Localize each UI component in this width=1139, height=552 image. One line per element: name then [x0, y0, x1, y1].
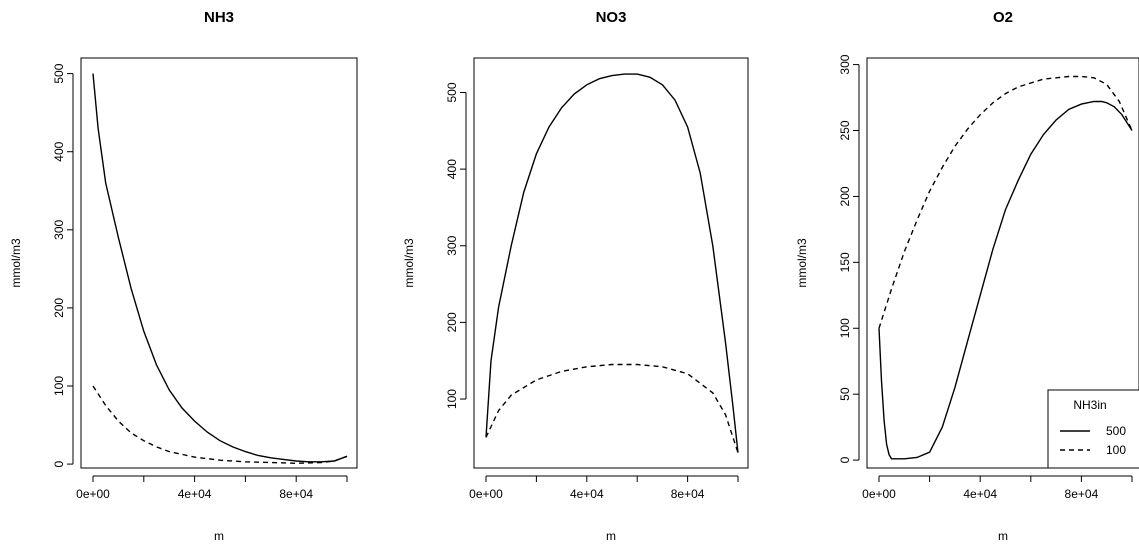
series-line-500 — [485, 73, 739, 453]
plot-frame — [473, 57, 749, 469]
x-axis-label: m — [606, 529, 616, 543]
x-tick-label: 0e+00 — [862, 487, 896, 501]
legend-box — [1047, 389, 1139, 469]
y-axis-label: mmol/m3 — [795, 238, 809, 288]
y-tick-label: 200 — [445, 312, 459, 332]
x-tick-label: 8e+04 — [1065, 487, 1099, 501]
legend-label: 500 — [1106, 424, 1126, 438]
plot-frame — [80, 57, 358, 469]
series-line-500 — [92, 73, 348, 463]
y-tick-label: 400 — [52, 141, 66, 161]
y-axis-label: mmol/m3 — [402, 238, 416, 288]
series-line-100 — [485, 363, 739, 453]
series-line-100 — [92, 385, 348, 465]
plot-frame — [866, 57, 1139, 469]
y-tick-label: 200 — [838, 186, 852, 206]
panel-nh3: NH3 0e+00 4e+04 8e+04 0 100 200 300 400 500 m mmol/… — [9, 9, 358, 543]
chart-title: NO3 — [596, 9, 627, 26]
y-tick-label: 0 — [838, 456, 852, 463]
chart-title: NH3 — [204, 9, 234, 26]
y-tick-label: 500 — [445, 82, 459, 102]
x-tick-label: 0e+00 — [469, 487, 503, 501]
x-axis-label: m — [214, 529, 224, 543]
y-tick-label: 100 — [838, 318, 852, 338]
x-tick-label: 0e+00 — [76, 487, 110, 501]
y-tick-label: 50 — [838, 387, 852, 401]
x-tick-label: 8e+04 — [279, 487, 313, 501]
x-tick-label: 4e+04 — [570, 487, 604, 501]
panel-o2: O2 0e+00 4e+04 8e+04 0 50 100 150 200 250 300 m mmol… — [795, 9, 1139, 543]
y-tick-label: 250 — [838, 120, 852, 140]
series-line-500 — [878, 100, 1133, 460]
y-tick-label: 300 — [838, 54, 852, 74]
x-tick-label: 8e+04 — [671, 487, 705, 501]
x-tick-label: 4e+04 — [178, 487, 212, 501]
y-tick-label: 100 — [52, 376, 66, 396]
y-tick-label: 300 — [445, 235, 459, 255]
y-tick-label: 400 — [445, 159, 459, 179]
y-tick-label: 300 — [52, 219, 66, 239]
legend-label: 100 — [1106, 443, 1126, 457]
legend-title: NH3in — [1073, 398, 1106, 412]
y-tick-label: 200 — [52, 298, 66, 318]
y-tick-label: 100 — [445, 389, 459, 409]
x-axis-label: m — [998, 529, 1008, 543]
y-tick-label: 500 — [52, 63, 66, 83]
y-axis-label: mmol/m3 — [9, 238, 23, 288]
y-tick-label: 0 — [52, 460, 66, 467]
y-tick-label: 150 — [838, 252, 852, 272]
chart-title: O2 — [993, 9, 1013, 26]
x-tick-label: 4e+04 — [963, 487, 997, 501]
series-line-100 — [878, 75, 1133, 329]
panel-no3: NO3 0e+00 4e+04 8e+04 100 200 300 400 500 m mmol/m… — [402, 9, 749, 543]
